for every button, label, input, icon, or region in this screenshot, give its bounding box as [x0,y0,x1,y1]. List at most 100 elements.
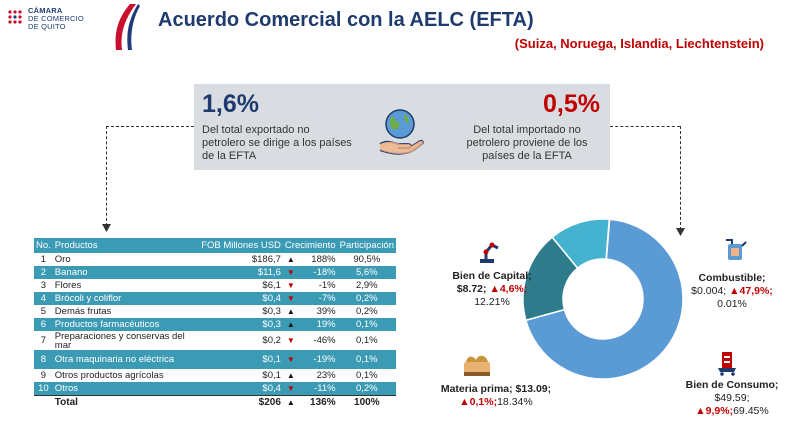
row-arrow: ▲ [283,305,299,318]
row-fob: $6,1 [262,280,281,291]
row-number: 3 [40,280,47,291]
table-row: 8 Otra maquinaria no eléctrica $0,1 ▼ -19% 0,… [34,350,396,369]
table-total-row: Total $206 ▲ 136% 100% [34,394,396,409]
summary-panel: 1,6% Del total exportado no petrolero se… [194,84,610,170]
row-number: 10 [34,382,53,395]
triangle-down-icon: ▼ [286,336,295,345]
row-share: 0,1% [355,370,378,381]
row-product: Banano [52,266,200,279]
row-growth: -7% [298,292,338,305]
row-product: Preparaciones y conservas del mar [54,330,185,351]
logo-text: CÁMARA DE COMERCIO DE QUITO [28,6,84,31]
row-number: 5 [40,306,47,317]
table-row: 9 Otros productos agrícolas $0,1 ▲ 23% 0,1% [34,369,396,382]
total-empty [34,394,53,409]
row-growth: 23% [316,370,336,381]
triangle-up-icon: ▲ [286,371,295,380]
row-fob: $0,4 [199,382,283,395]
header-no: No. [34,238,53,253]
row-share: 5,6% [337,266,396,279]
export-percentage: 1,6% [202,90,259,118]
connector-left [106,126,194,127]
table-row: 7 Preparaciones y conservas del mar $0,2 ▼ -… [34,331,396,350]
row-number: 7 [40,335,47,346]
import-percentage: 0,5% [543,90,600,118]
total-fob: $206 [199,394,283,409]
row-growth: -46% [313,335,336,346]
table-row: 2 Banano $11,6 ▼ -18% 5,6% [34,266,396,279]
row-arrow: ▼ [283,331,299,350]
total-growth: 136% [298,394,338,409]
row-fob: $186,7 [251,254,281,265]
row-fob: $0,2 [262,335,281,346]
row-number: 9 [40,370,47,381]
category-donut-chart [522,218,684,380]
row-fob: $0,1 [262,370,281,381]
logo-swoosh-icon [115,4,140,50]
logo: CÁMARA DE COMERCIO DE QUITO [6,4,140,50]
triangle-up-icon: ▲ [286,255,295,264]
row-arrow: ▼ [282,292,299,305]
arrow-down-icon [102,224,111,232]
import-description: Del total importado no petrolero provien… [466,124,588,162]
row-fob: $0,3 [262,306,281,317]
header-share: Participación [337,238,396,253]
triangle-up-icon: ▲ [286,320,295,329]
row-fob: $0,3 [199,318,283,331]
row-share: 0,2% [337,292,396,305]
table-row: 10 Otros $0,4 ▼ -11% 0,2% [34,382,396,395]
donut-slice-combustible [605,218,611,260]
row-number: 8 [34,350,53,369]
row-share: 2,9% [355,280,378,291]
products-table: No. Productos FOB Millones USD Crecimien… [34,238,396,409]
triangle-up-icon: ▲ [286,307,295,316]
row-number: 6 [34,318,53,331]
triangle-down-icon: ▼ [286,383,295,393]
table-row: 5 Demás frutas $0,3 ▲ 39% 0,2% [34,305,396,318]
row-fob: $11,6 [199,266,283,279]
triangle-down-icon: ▼ [286,355,295,364]
label-combustible: Combustible; $0.004; ▲47,9%; 0.01% [691,272,773,310]
cart-icon [718,352,736,376]
table-row: 1 Oro $186,7 ▲ 188% 90,5% [34,253,396,266]
label-materia-prima: Materia prima; $13.09; ▲0,1%;18.34% [440,383,552,408]
row-growth: 188% [311,254,336,265]
row-share: 0,2% [337,382,396,395]
header-fob: FOB Millones USD [199,238,283,253]
row-product: Oro [54,254,71,265]
arrow-down-icon [676,228,685,236]
row-product: Demás frutas [54,306,112,317]
row-arrow: ▼ [282,266,299,279]
row-product: Flores [54,280,82,291]
row-number: 2 [34,266,53,279]
total-share: 100% [337,394,396,409]
row-growth: -1% [318,280,336,291]
triangle-up-icon: ▲ [286,397,295,407]
row-product: Productos farmacéuticos [52,318,200,331]
row-fob: $0,1 [199,350,283,369]
row-product: Otros productos agrícolas [54,370,164,381]
header-products: Productos [52,238,200,253]
row-product: Brócoli y coliflor [52,292,200,305]
page-subtitle: (Suiza, Noruega, Islandia, Liechtenstein… [514,36,764,51]
row-share: 90,5% [353,254,381,265]
row-growth: 19% [298,318,338,331]
export-description: Del total exportado no petrolero se diri… [202,124,352,162]
row-arrow: ▼ [283,279,299,292]
table-row: 3 Flores $6,1 ▼ -1% 2,9% [34,279,396,292]
table-header-row: No. Productos FOB Millones USD Crecimien… [34,238,396,253]
label-bien-de-consumo: Bien de Consumo; $49.59; ▲9,9%;69.45% [685,379,779,417]
connector-right [610,126,680,127]
row-growth: -18% [298,266,338,279]
donut-slice-bien-de-consumo [524,218,684,380]
connector-right-down [680,126,681,230]
row-product: Otra maquinaria no eléctrica [52,350,200,369]
total-label: Total [52,394,200,409]
row-number: 4 [34,292,53,305]
globe-hand-icon [379,109,424,155]
row-share: 0,1% [337,318,396,331]
logo-dots-icon [8,10,22,24]
row-fob: $0,4 [199,292,283,305]
row-product: Otros [52,382,200,395]
triangle-down-icon: ▼ [286,294,295,303]
